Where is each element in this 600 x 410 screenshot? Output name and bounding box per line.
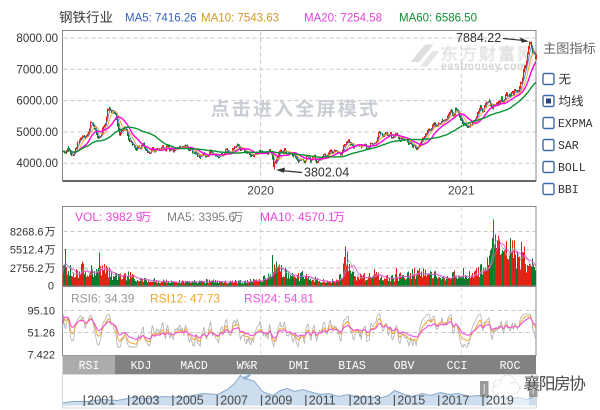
svg-text:2005: 2005 (176, 394, 204, 408)
svg-text:ROC: ROC (500, 360, 521, 373)
svg-text:4000.00: 4000.00 (16, 158, 58, 170)
svg-text:2013: 2013 (353, 394, 381, 408)
svg-text:MA5: 7416.26: MA5: 7416.26 (125, 13, 197, 25)
svg-text:2756.2: 2756.2 (10, 263, 44, 275)
svg-text:CCI: CCI (447, 360, 468, 373)
svg-text:R: R (528, 65, 532, 71)
svg-text:8000.00: 8000.00 (16, 33, 58, 45)
svg-text:0: 0 (48, 281, 54, 293)
svg-text:VOL: 3982.9: VOL: 3982.9 (75, 210, 143, 224)
svg-text:eastmoney.com: eastmoney.com (441, 61, 527, 73)
svg-text:DMI: DMI (289, 360, 310, 373)
svg-text:MA10: 7543.63: MA10: 7543.63 (201, 13, 279, 25)
svg-text:BOLL: BOLL (558, 162, 586, 175)
svg-text:7000.00: 7000.00 (16, 64, 58, 76)
svg-text:2015: 2015 (397, 394, 425, 408)
svg-text:RSI6: 34.39: RSI6: 34.39 (71, 292, 135, 306)
svg-text:MA20: 7254.58: MA20: 7254.58 (304, 13, 382, 25)
svg-text:95.10: 95.10 (27, 306, 55, 318)
svg-text:2001: 2001 (87, 394, 115, 408)
svg-text:MA10: 4570.1: MA10: 4570.1 (260, 210, 335, 224)
svg-text:2021: 2021 (448, 184, 475, 198)
svg-text:2009: 2009 (265, 394, 293, 408)
svg-text:2017: 2017 (442, 394, 470, 408)
svg-text:SAR: SAR (558, 140, 579, 153)
svg-text:MACD: MACD (180, 360, 208, 373)
svg-text:2003: 2003 (132, 394, 160, 408)
svg-text:2011: 2011 (309, 394, 336, 408)
svg-text:5000.00: 5000.00 (16, 127, 58, 139)
svg-text:2007: 2007 (220, 394, 248, 408)
svg-text:7884.22: 7884.22 (456, 31, 501, 45)
svg-text:2020: 2020 (247, 184, 274, 198)
svg-text:KDJ: KDJ (131, 360, 152, 373)
svg-text:51.26: 51.26 (27, 328, 55, 340)
svg-text:OBV: OBV (394, 360, 415, 373)
svg-text:W%R: W%R (237, 360, 258, 373)
svg-text:6000.00: 6000.00 (16, 96, 58, 108)
svg-text:BIAS: BIAS (338, 360, 366, 373)
svg-text:5512.4: 5512.4 (10, 245, 44, 257)
svg-text:MA5: 3395.6: MA5: 3395.6 (167, 210, 235, 224)
svg-text:RSI24: 54.81: RSI24: 54.81 (244, 292, 314, 306)
svg-text:8268.6: 8268.6 (10, 227, 44, 239)
svg-text:EXPMA: EXPMA (558, 118, 593, 131)
svg-text:RSI12: 47.73: RSI12: 47.73 (150, 292, 220, 306)
svg-text:RSI: RSI (79, 360, 100, 373)
svg-text:MA60: 6586.50: MA60: 6586.50 (399, 13, 477, 25)
svg-text:7.422: 7.422 (27, 349, 55, 361)
svg-text:3802.04: 3802.04 (304, 166, 349, 180)
svg-text:2019: 2019 (486, 394, 514, 408)
svg-text:BBI: BBI (558, 184, 579, 197)
